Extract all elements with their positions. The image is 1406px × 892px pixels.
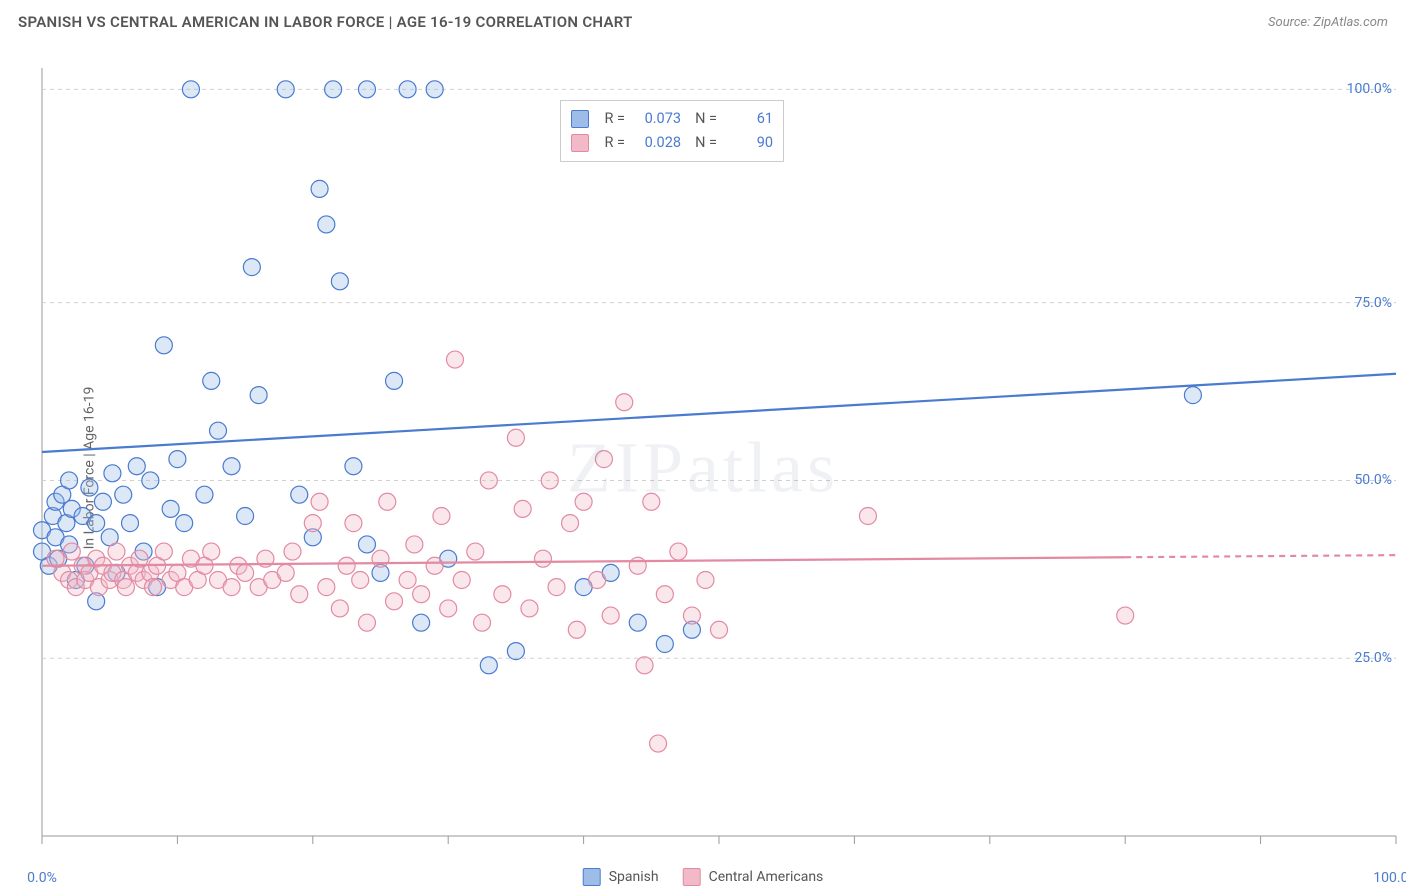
- swatch-spanish: [571, 110, 589, 128]
- legend-row-central-americans: R = 0.028 N = 90: [571, 131, 773, 155]
- legend-row-spanish: R = 0.073 N = 61: [571, 107, 773, 131]
- chart-source: Source: ZipAtlas.com: [1268, 15, 1388, 30]
- y-tick-label: 100.0%: [1347, 81, 1392, 97]
- legend-item-central-americans: Central Americans: [683, 868, 824, 886]
- y-tick-label: 75.0%: [1354, 295, 1392, 311]
- y-tick-label: 25.0%: [1354, 650, 1392, 666]
- legend-item-spanish: Spanish: [583, 868, 659, 886]
- swatch-icon: [683, 868, 701, 886]
- swatch-central-americans: [571, 134, 589, 152]
- chart-area: In Labor Force | Age 16-19 ZIPatlas R = …: [0, 44, 1406, 892]
- correlation-legend: R = 0.073 N = 61 R = 0.028 N = 90: [560, 100, 784, 162]
- series-legend: Spanish Central Americans: [583, 868, 824, 886]
- chart-header: SPANISH VS CENTRAL AMERICAN IN LABOR FOR…: [0, 0, 1406, 44]
- y-tick-label: 50.0%: [1354, 472, 1392, 488]
- x-tick-label: 0.0%: [27, 870, 57, 886]
- chart-title: SPANISH VS CENTRAL AMERICAN IN LABOR FOR…: [18, 13, 633, 31]
- swatch-icon: [583, 868, 601, 886]
- x-tick-label: 100.0%: [1373, 870, 1406, 886]
- scatter-plot: [0, 44, 1406, 892]
